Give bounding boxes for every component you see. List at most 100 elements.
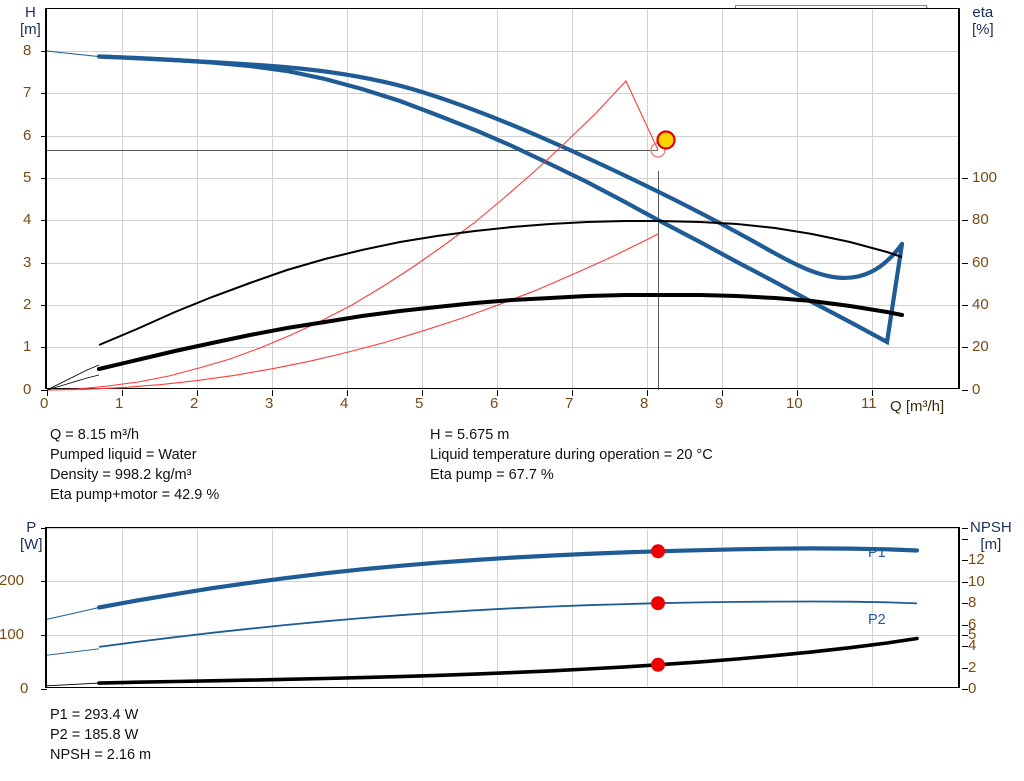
upper-y-left-tick: 4 bbox=[23, 211, 32, 228]
upper-y-right-tick: 20 bbox=[972, 338, 989, 355]
lower-y-right-tick: 2 bbox=[968, 658, 977, 676]
info-q: Q = 8.15 m³/h bbox=[50, 427, 140, 443]
lower-chart: P [W] NPSH [m] bbox=[0, 515, 1024, 715]
upper-x-tick: 5 bbox=[415, 395, 424, 412]
lower-curves-svg bbox=[46, 544, 920, 687]
tick-mark bbox=[41, 390, 47, 391]
upper-x-tick: 1 bbox=[115, 395, 124, 412]
gridline-h bbox=[47, 305, 958, 306]
gridline-v bbox=[872, 528, 873, 687]
upper-y-left-tick: 8 bbox=[23, 42, 32, 59]
upper-y-right-tick: 100 bbox=[972, 169, 998, 186]
tick-mark bbox=[722, 390, 723, 396]
lower-y-right-tick: 8 bbox=[968, 594, 977, 611]
upper-x-tick: 6 bbox=[490, 395, 499, 412]
gridline-v bbox=[422, 528, 423, 687]
system-curve bbox=[46, 80, 659, 391]
npsh-operating-point-marker[interactable] bbox=[651, 657, 665, 672]
eta-pump-motor-curve-extension bbox=[46, 374, 100, 391]
p1-curve bbox=[96, 546, 920, 610]
gridline-v bbox=[122, 528, 123, 687]
eta-pump-curve-extension bbox=[46, 364, 100, 391]
tick-mark bbox=[962, 624, 968, 626]
tick-mark bbox=[962, 646, 968, 647]
tick-mark bbox=[962, 220, 968, 221]
gridline-v bbox=[197, 528, 198, 687]
p1-series-label: P1 bbox=[868, 545, 886, 561]
gridline-v bbox=[647, 9, 648, 388]
tick-mark bbox=[962, 390, 968, 391]
gridline-v bbox=[872, 9, 873, 388]
upper-y-right-axis-title: eta [%] bbox=[972, 4, 994, 38]
tick-mark bbox=[41, 347, 47, 348]
lower-y-right-axis-title: NPSH [m] bbox=[970, 519, 1012, 553]
gridline-h bbox=[47, 528, 958, 529]
tick-mark bbox=[962, 178, 968, 179]
upper-x-tick: 10 bbox=[786, 395, 803, 412]
info-pumped-liquid: Pumped liquid = Water bbox=[50, 447, 197, 463]
tick-mark bbox=[797, 390, 798, 396]
upper-x-tick: 0 bbox=[40, 395, 49, 412]
gridline-v bbox=[122, 9, 123, 388]
operating-point-crosshair-vertical bbox=[658, 171, 659, 390]
gridline-v bbox=[647, 528, 648, 687]
upper-x-tick: 9 bbox=[715, 395, 724, 412]
upper-y-right-tick: 0 bbox=[972, 381, 981, 398]
tick-mark bbox=[47, 390, 48, 396]
info-density: Density = 998.2 kg/m³ bbox=[50, 467, 192, 483]
tick-mark bbox=[422, 390, 423, 396]
operating-point-marker[interactable] bbox=[656, 130, 676, 150]
info-p1: P1 = 293.4 W bbox=[50, 707, 139, 723]
gridline-h bbox=[47, 263, 958, 264]
tick-mark bbox=[41, 689, 47, 690]
upper-y-left-axis-title: H [m] bbox=[20, 4, 41, 38]
npsh-curve-extension bbox=[46, 682, 100, 687]
gridline-v bbox=[572, 9, 573, 388]
tick-mark bbox=[41, 136, 47, 137]
gridline-h bbox=[47, 347, 958, 348]
lower-y-right-tick: 5 bbox=[968, 626, 977, 643]
p1-operating-point-marker[interactable] bbox=[651, 544, 665, 559]
gridline-h bbox=[47, 178, 958, 179]
gridline-h bbox=[47, 220, 958, 221]
p2-series-label: P2 bbox=[868, 612, 886, 628]
gridline-v bbox=[797, 9, 798, 388]
eta-pump-curve bbox=[98, 220, 903, 346]
gridline-v bbox=[272, 528, 273, 687]
tick-mark bbox=[572, 390, 573, 396]
gridline-h bbox=[47, 136, 958, 137]
info-p2: P2 = 185.8 W bbox=[50, 727, 139, 743]
upper-y-left-tick: 2 bbox=[23, 296, 32, 313]
operating-point-crosshair-horizontal bbox=[47, 150, 658, 151]
lower-y-right-tick: 12 bbox=[968, 551, 985, 568]
lower-y-right-tick: 10 bbox=[968, 572, 985, 590]
upper-y-right-tick: 80 bbox=[972, 211, 989, 228]
lower-info: P1 = 293.4 W P2 = 185.8 W NPSH = 2.16 m bbox=[50, 705, 151, 765]
tick-mark bbox=[962, 560, 968, 561]
upper-y-left-tick: 3 bbox=[23, 254, 32, 271]
upper-x-tick: 7 bbox=[565, 395, 574, 412]
tick-mark bbox=[272, 390, 273, 396]
gridline-v bbox=[272, 9, 273, 388]
tick-mark bbox=[962, 347, 968, 348]
gridline-v bbox=[347, 528, 348, 687]
gridline-v bbox=[197, 9, 198, 388]
head-curve-extension bbox=[46, 50, 100, 57]
lower-y-left-tick: 0 bbox=[20, 680, 29, 697]
upper-y-left-tick: 5 bbox=[23, 169, 32, 186]
info-eta-pump-motor: Eta pump+motor = 42.9 % bbox=[50, 487, 220, 503]
upper-x-tick: 11 bbox=[861, 395, 877, 412]
lower-y-left-axis-title: P [W] bbox=[20, 519, 43, 553]
tick-mark bbox=[962, 538, 968, 540]
info-eta-pump: Eta pump = 67.7 % bbox=[430, 467, 554, 483]
tick-mark bbox=[122, 390, 123, 396]
gridline-v bbox=[572, 528, 573, 687]
p2-operating-point-marker[interactable] bbox=[651, 596, 665, 611]
tick-mark bbox=[41, 635, 47, 636]
gridline-v bbox=[422, 9, 423, 388]
gridline-h bbox=[47, 581, 958, 582]
gridline-h bbox=[47, 635, 958, 636]
tick-mark bbox=[962, 528, 968, 529]
upper-x-axis-title: Q [m³/h] bbox=[890, 398, 945, 415]
